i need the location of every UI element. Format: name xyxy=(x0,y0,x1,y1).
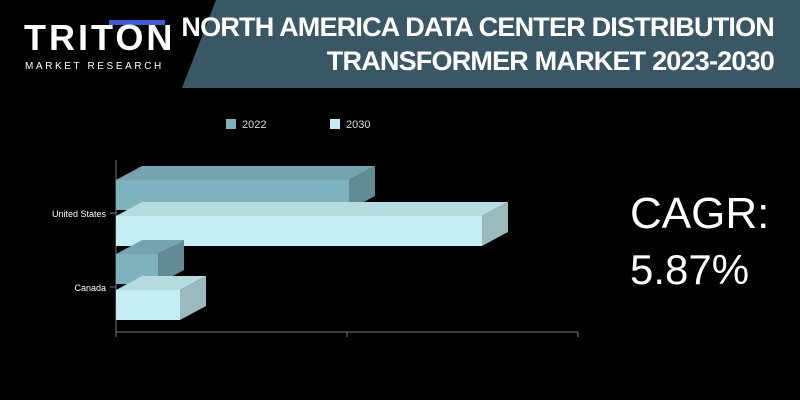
cagr-block: CAGR: 5.87% xyxy=(630,188,769,296)
legend-label-2030: 2030 xyxy=(346,119,370,131)
cagr-label: CAGR: xyxy=(630,189,770,238)
bar-top-2030-0 xyxy=(116,202,508,216)
bar-side-2030-1 xyxy=(180,276,206,320)
title-line-1: NORTH AMERICA DATA CENTER DISTRIBUTION xyxy=(181,12,774,42)
category-label-0: United States xyxy=(52,209,107,219)
logo-accent-bar xyxy=(109,20,165,25)
title-banner xyxy=(182,0,800,88)
bar-top-2030-1 xyxy=(116,276,206,290)
legend-swatch-2030 xyxy=(330,119,340,129)
cagr-value: 5.87% xyxy=(630,246,750,293)
bar-top-2022-1 xyxy=(116,240,184,254)
logo-tagline: MARKET RESEARCH xyxy=(25,61,164,72)
bar-side-2030-0 xyxy=(482,202,508,246)
title-line-2: TRANSFORMER MARKET 2023-2030 xyxy=(326,46,775,76)
bar-side-2022-0 xyxy=(349,166,375,210)
bar-2030-1 xyxy=(116,290,180,320)
bar-top-2022-0 xyxy=(116,166,375,180)
bar-chart: 2022 2030 United States Canada xyxy=(52,119,579,337)
logo-wordmark: TRITON xyxy=(24,17,176,58)
legend-swatch-2022 xyxy=(226,119,236,129)
category-label-1: Canada xyxy=(74,283,106,293)
bar-side-2022-1 xyxy=(158,240,184,284)
logo: TRITON MARKET RESEARCH xyxy=(24,18,184,78)
legend-label-2022: 2022 xyxy=(242,119,266,131)
page-title: NORTH AMERICA DATA CENTER DISTRIBUTION T… xyxy=(181,10,774,78)
